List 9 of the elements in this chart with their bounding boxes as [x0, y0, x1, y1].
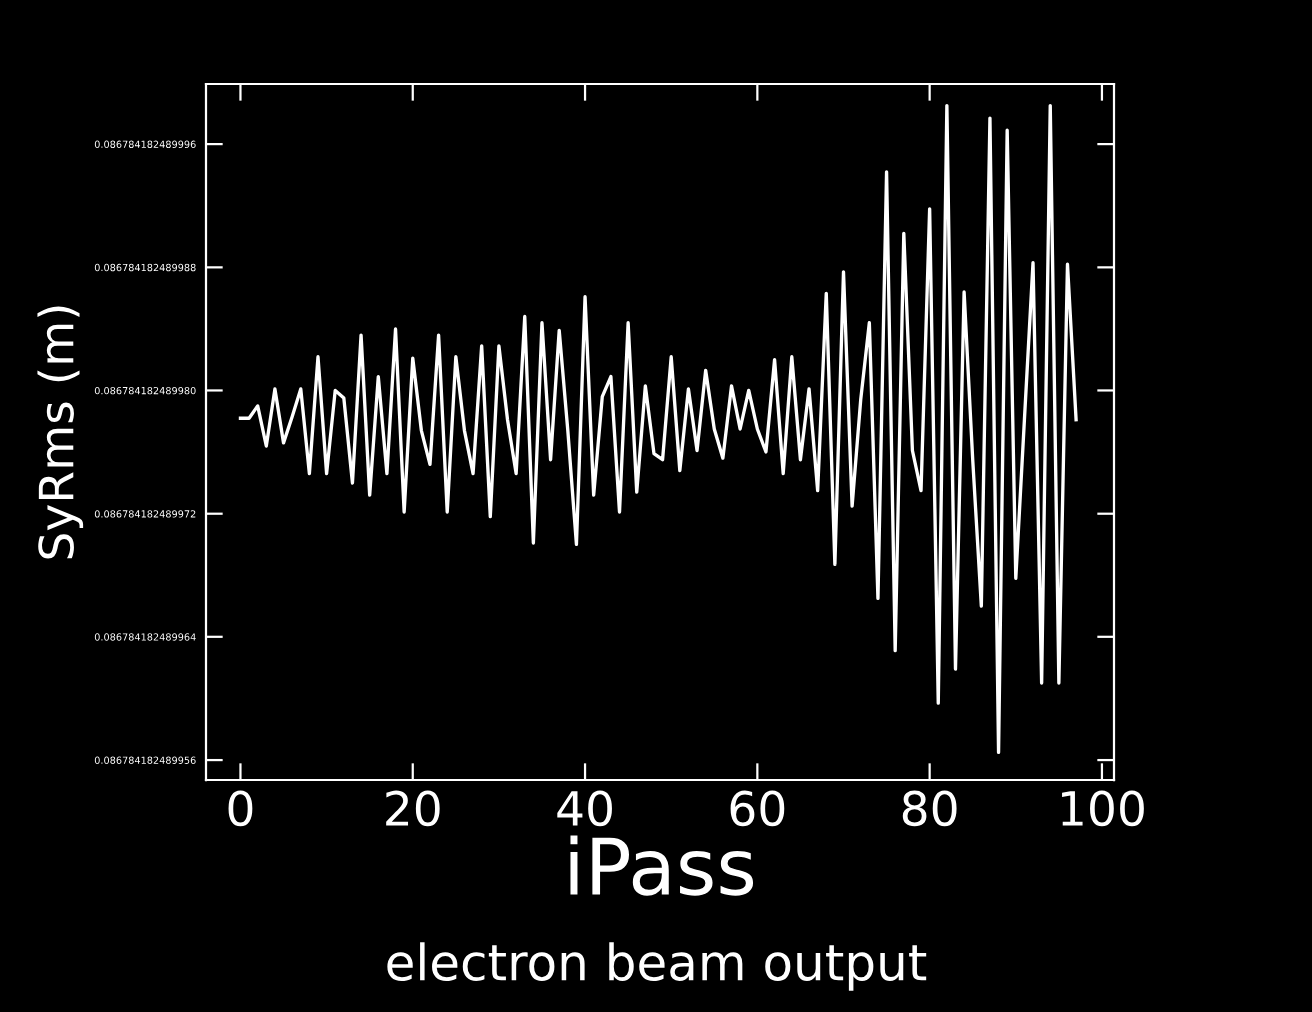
x-tick-label: 60	[730, 790, 785, 827]
x-tick-label: 100	[1062, 790, 1144, 827]
x-tick-label: 20	[386, 790, 440, 827]
text: electron beam output	[387, 942, 927, 991]
x-tick-label: 0	[228, 790, 253, 827]
x-tick-label: 40	[557, 790, 612, 827]
x-axis-title: iPass	[570, 835, 754, 896]
y-axis-title: SyRms (m)	[37, 306, 84, 559]
x-tick-label: 80	[902, 790, 957, 827]
